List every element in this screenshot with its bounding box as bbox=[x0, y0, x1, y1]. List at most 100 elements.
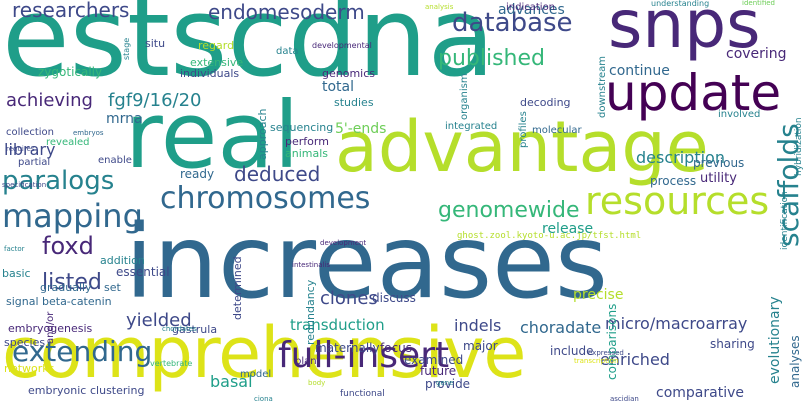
cloud-word: approach bbox=[256, 108, 269, 160]
cloud-word: basal bbox=[210, 372, 253, 391]
cloud-word: utility bbox=[700, 171, 737, 186]
cloud-word: increases bbox=[125, 203, 609, 322]
cloud-word: yielded bbox=[126, 310, 192, 331]
cloud-word: enriched bbox=[600, 350, 670, 369]
cloud-word: endomesoderm bbox=[208, 0, 365, 24]
cloud-word: gastrula bbox=[172, 323, 218, 336]
cloud-word: stage bbox=[122, 37, 131, 60]
cloud-word: fgf9/16/20 bbox=[108, 90, 202, 111]
cloud-word: genomics bbox=[322, 67, 376, 80]
cloud-word: clustering bbox=[90, 384, 145, 397]
cloud-word: addition bbox=[100, 254, 145, 267]
cloud-word: vertebrate bbox=[150, 359, 193, 368]
cloud-word: future bbox=[420, 364, 457, 378]
cloud-word: previous bbox=[693, 156, 745, 170]
cloud-word: signal bbox=[6, 295, 39, 308]
cloud-word: regard bbox=[198, 39, 235, 52]
cloud-word: indication bbox=[506, 2, 556, 13]
cloud-word: discuss bbox=[372, 291, 416, 305]
cloud-word: evolutionary bbox=[767, 296, 783, 384]
cloud-word: full-insert bbox=[278, 335, 450, 376]
cloud-word: indels bbox=[454, 316, 502, 335]
cloud-word: studies bbox=[334, 96, 374, 109]
cloud-word: process bbox=[650, 174, 697, 188]
cloud-word: model bbox=[240, 369, 272, 380]
cloud-word: ascidian bbox=[610, 395, 639, 403]
cloud-word: analysis bbox=[425, 3, 454, 11]
cloud-word: factor bbox=[4, 245, 25, 253]
cloud-word: resources bbox=[585, 179, 770, 223]
cloud-word: downstream bbox=[597, 55, 608, 118]
cloud-word: body bbox=[308, 379, 326, 387]
cloud-word: genomewide bbox=[438, 198, 580, 223]
cloud-word: snps bbox=[608, 0, 761, 63]
cloud-word: perform bbox=[285, 135, 329, 148]
cloud-word: species bbox=[4, 336, 46, 349]
cloud-word: identification bbox=[780, 191, 790, 250]
cloud-word: identified bbox=[742, 0, 775, 7]
cloud-word: gradually bbox=[40, 281, 92, 294]
cloud-word: listed bbox=[42, 270, 102, 295]
cloud-word: micro/macroarray bbox=[605, 314, 748, 333]
cloud-word: embryonic bbox=[28, 384, 87, 397]
cloud-word: individuals bbox=[180, 67, 240, 80]
cloud-word: focus bbox=[380, 341, 413, 355]
cloud-word: published bbox=[438, 46, 546, 71]
cloud-word: set bbox=[104, 281, 121, 294]
cloud-word: paralogs bbox=[2, 166, 115, 196]
cloud-word: 5'-ends bbox=[335, 121, 387, 137]
cloud-word: comparative bbox=[656, 385, 744, 401]
cloud-word: developmental bbox=[312, 41, 372, 50]
cloud-word: data bbox=[276, 46, 299, 57]
cloud-word: integrated bbox=[445, 121, 498, 132]
cloud-word: extensive bbox=[190, 56, 244, 69]
cloud-word: organism bbox=[459, 73, 470, 120]
cloud-word: researchers bbox=[12, 0, 130, 22]
cloud-word: choradate bbox=[520, 318, 602, 337]
cloud-word: ready bbox=[180, 167, 215, 181]
cloud-word: partial bbox=[18, 157, 51, 168]
cloud-word: real bbox=[125, 82, 300, 189]
cloud-word: situ bbox=[145, 37, 166, 50]
cloud-word: understanding bbox=[651, 0, 710, 8]
cloud-word: mapping bbox=[2, 197, 143, 235]
cloud-word: transcription bbox=[574, 357, 619, 365]
cloud-word: include bbox=[550, 344, 594, 358]
cloud-word: requires bbox=[6, 145, 35, 153]
cloud-word: provide bbox=[425, 377, 471, 391]
cloud-word: involved bbox=[718, 109, 761, 120]
cloud-word: continue bbox=[609, 63, 670, 79]
cloud-word: hybridization bbox=[794, 117, 804, 176]
cloud-word: mrna bbox=[106, 111, 143, 127]
cloud-word: redundancy bbox=[304, 279, 317, 345]
cloud-word: networks bbox=[4, 362, 55, 375]
cloud-word: description bbox=[636, 148, 725, 167]
cloud-word: comprehensive bbox=[2, 312, 526, 394]
cloud-word: transduction bbox=[290, 316, 385, 334]
cloud-word: enable bbox=[98, 155, 132, 166]
cloud-word: basic bbox=[2, 267, 31, 280]
cloud-word: functional bbox=[340, 389, 385, 399]
cloud-word: expressed bbox=[588, 349, 624, 357]
cloud-word: update bbox=[605, 64, 782, 122]
cloud-word: profiles bbox=[518, 111, 529, 148]
cloud-word: sharing bbox=[710, 337, 755, 351]
cloud-word: precise bbox=[573, 287, 624, 303]
cloud-word: deduced bbox=[234, 162, 321, 186]
cloud-word: examined bbox=[404, 353, 464, 367]
cloud-word: database bbox=[452, 8, 573, 38]
cloud-word: achieving bbox=[6, 90, 93, 111]
cloud-word: plan bbox=[295, 356, 317, 367]
cloud-word: release bbox=[542, 221, 594, 237]
cloud-word: determined bbox=[231, 256, 244, 320]
cloud-word: revealed bbox=[46, 137, 90, 148]
cloud-word: chordates bbox=[162, 325, 197, 333]
cloud-word: foxd bbox=[42, 232, 94, 260]
cloud-word: molecular bbox=[532, 125, 582, 136]
cloud-word: ciona bbox=[254, 395, 273, 403]
cloud-word: analyses bbox=[788, 335, 802, 388]
cloud-word: embryogenesis bbox=[8, 322, 93, 335]
cloud-word: decoding bbox=[520, 96, 571, 109]
cloud-word: collection bbox=[6, 127, 54, 138]
